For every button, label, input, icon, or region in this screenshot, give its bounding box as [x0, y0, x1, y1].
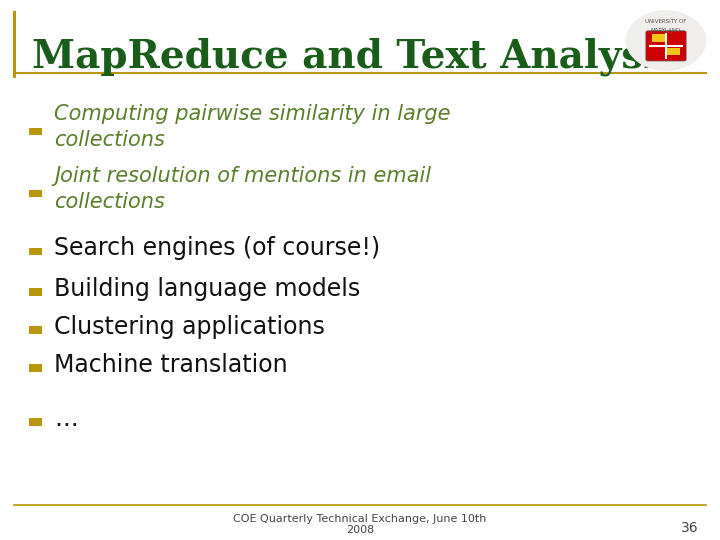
Text: Machine translation: Machine translation: [54, 353, 287, 376]
Bar: [667, 48, 680, 55]
Bar: [652, 34, 665, 42]
Text: …: …: [54, 407, 78, 430]
Text: Search engines (of course!): Search engines (of course!): [54, 237, 380, 260]
Text: UNIVERSITY OF: UNIVERSITY OF: [645, 19, 687, 24]
Bar: [29, 288, 42, 296]
Bar: [29, 127, 42, 135]
Bar: [13, 11, 16, 78]
Text: Joint resolution of mentions in email
collections: Joint resolution of mentions in email co…: [54, 166, 431, 212]
Text: Computing pairwise similarity in large
collections: Computing pairwise similarity in large c…: [54, 104, 451, 150]
Bar: [29, 248, 42, 255]
Text: MapReduce and Text Analysis: MapReduce and Text Analysis: [32, 37, 680, 76]
Text: Clustering applications: Clustering applications: [54, 315, 325, 339]
Bar: [29, 190, 42, 197]
FancyBboxPatch shape: [646, 31, 686, 61]
Bar: [29, 326, 42, 334]
Circle shape: [626, 11, 706, 70]
Bar: [29, 418, 42, 426]
Bar: [29, 364, 42, 372]
Text: 2008: 2008: [346, 525, 374, 535]
Text: Building language models: Building language models: [54, 277, 360, 301]
Text: 36: 36: [681, 521, 698, 535]
Text: COE Quarterly Technical Exchange, June 10th: COE Quarterly Technical Exchange, June 1…: [233, 515, 487, 524]
Text: MARYLAND: MARYLAND: [651, 28, 681, 33]
